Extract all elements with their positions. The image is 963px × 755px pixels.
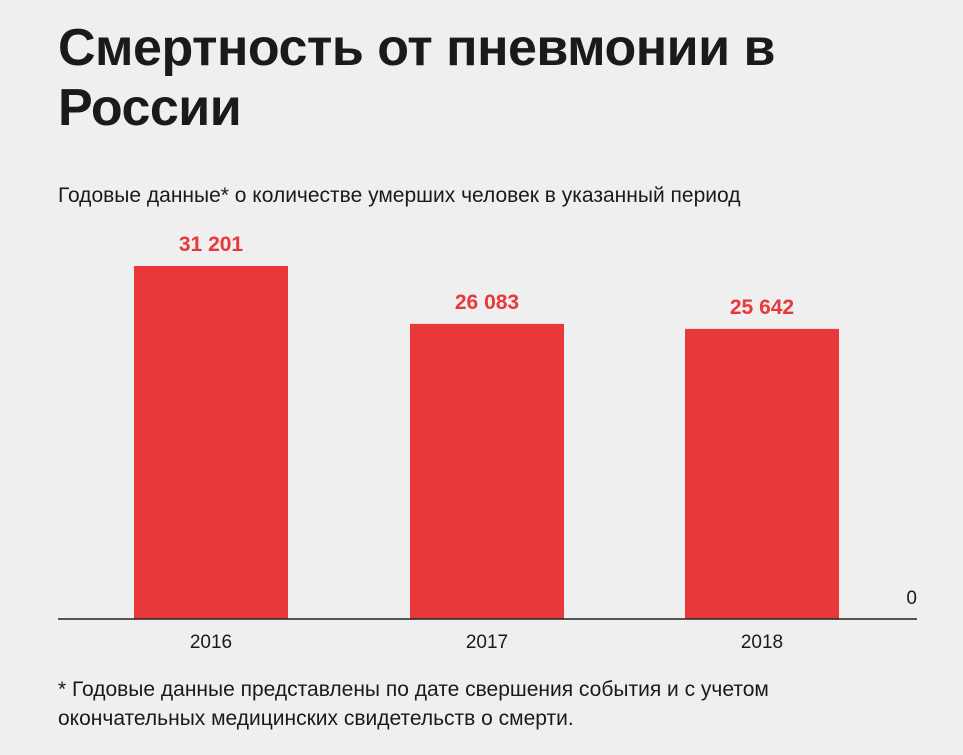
x-tick-labels: 2016 2017 2018: [190, 632, 783, 653]
value-label-2018: 25 642: [730, 296, 794, 319]
value-label-2017: 26 083: [455, 291, 519, 314]
bar-2016: [134, 266, 288, 619]
chart-title: Смертность от пневмонии в России: [58, 19, 775, 137]
value-label-2016: 31 201: [179, 233, 244, 256]
bar-2017: [410, 323, 564, 619]
bar-2018: [685, 328, 839, 619]
x-tick-2018: 2018: [741, 632, 783, 653]
baseline-zero-label: 0: [906, 588, 917, 609]
x-tick-2017: 2017: [466, 632, 508, 653]
footnote: * Годовые данные представлены по дате св…: [58, 678, 769, 730]
x-tick-2016: 2016: [190, 632, 232, 653]
bars-group: 31 201 26 083 25 642: [134, 233, 839, 619]
chart-subtitle: Годовые данные* о количестве умерших чел…: [58, 184, 741, 207]
